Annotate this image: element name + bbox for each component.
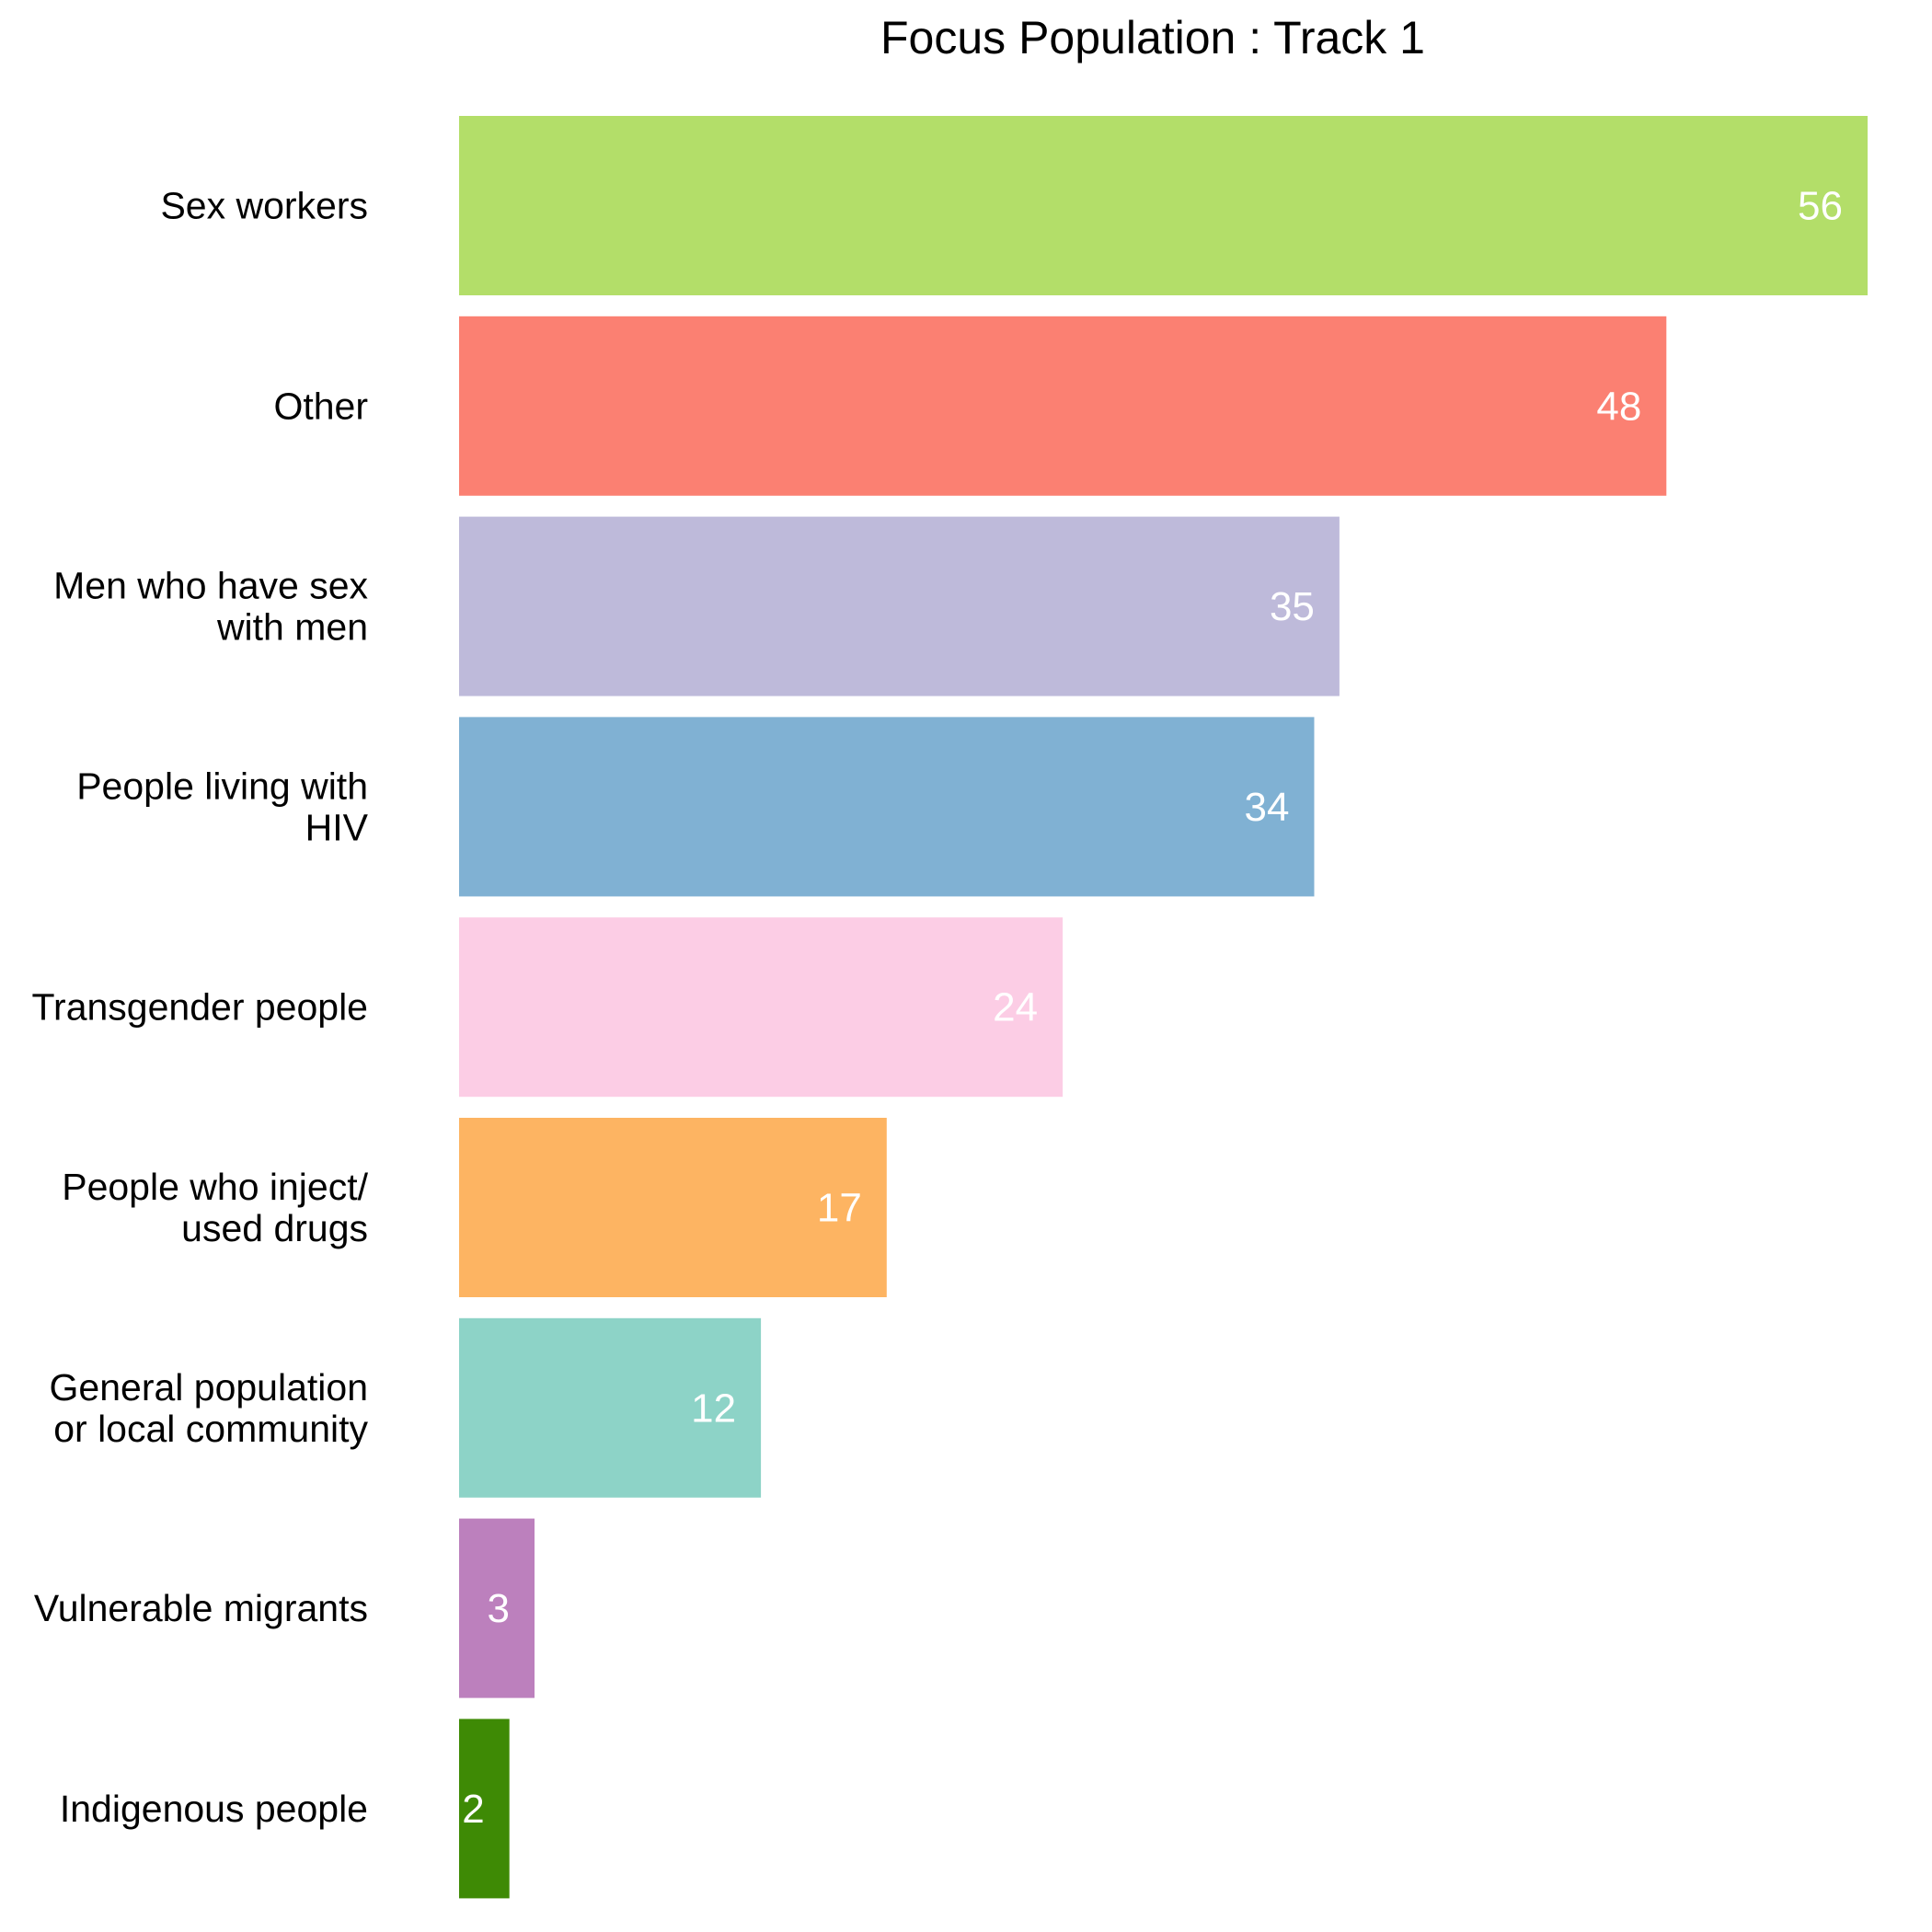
bar — [459, 1719, 510, 1899]
category-label: People living with HIV — [76, 765, 368, 848]
value-labels-group: 56 48 35 34 24 17 12 3 2 — [462, 184, 1843, 1832]
value-label: 17 — [817, 1186, 862, 1231]
bar — [459, 116, 1868, 295]
bars-group — [459, 116, 1868, 1899]
category-label: Men who have sex with men — [53, 565, 368, 649]
category-label-line: Vulnerable migrants — [34, 1587, 368, 1629]
bar — [459, 717, 1315, 897]
category-label-line: People living with — [76, 765, 368, 807]
category-label-line: Sex workers — [160, 185, 368, 227]
category-labels-group: Sex workers Other Men who have sex with men… — [32, 185, 369, 1830]
bar — [459, 1317, 762, 1498]
bar — [459, 516, 1340, 696]
bar — [459, 917, 1064, 1098]
value-label: 48 — [1596, 384, 1641, 429]
category-label-line: Indigenous people — [60, 1788, 368, 1830]
category-label: Vulnerable migrants — [34, 1587, 368, 1629]
category-label-line: used drugs — [181, 1207, 368, 1249]
bar — [459, 1518, 535, 1698]
value-label: 56 — [1798, 184, 1843, 229]
category-label-line: HIV — [305, 806, 369, 848]
value-label: 3 — [488, 1586, 510, 1631]
bar — [459, 1118, 887, 1297]
category-label-line: General population — [50, 1366, 368, 1409]
category-label-line: People who inject/ — [62, 1166, 368, 1208]
category-label-line: Transgender people — [32, 986, 368, 1029]
category-label-line: or local community — [53, 1408, 368, 1450]
bar — [459, 316, 1667, 496]
category-label: Transgender people — [32, 986, 368, 1029]
value-label: 24 — [993, 985, 1038, 1030]
value-label: 34 — [1245, 785, 1290, 830]
category-label: Sex workers — [160, 185, 368, 227]
value-label: 35 — [1270, 584, 1315, 629]
category-label-line: with men — [216, 606, 368, 649]
value-label: 12 — [691, 1386, 736, 1431]
category-label: General population or local community — [50, 1366, 369, 1450]
chart-title: Focus Population : Track 1 — [880, 12, 1425, 63]
category-label: People who inject/used drugs — [62, 1166, 368, 1249]
value-label: 2 — [462, 1787, 484, 1832]
category-label: Other — [273, 385, 368, 427]
category-label-line: Men who have sex — [53, 565, 368, 607]
category-label-line: Other — [273, 385, 368, 427]
category-label: Indigenous people — [60, 1788, 368, 1830]
